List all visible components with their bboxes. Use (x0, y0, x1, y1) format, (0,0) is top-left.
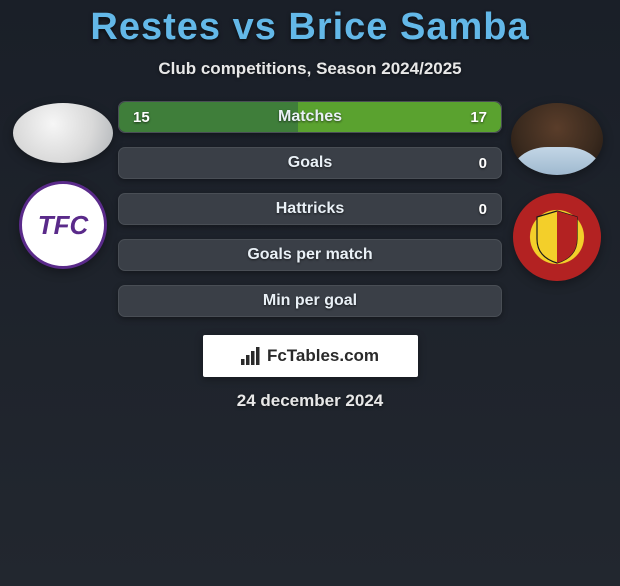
stat-value-right: 0 (479, 155, 487, 172)
right-club-crest (513, 193, 601, 281)
stat-bar: Hattricks0 (118, 193, 502, 225)
site-logo: FcTables.com (203, 335, 418, 377)
left-club-crest: TFC (19, 181, 107, 269)
stat-bar: 15Matches17 (118, 101, 502, 133)
left-club-text: TFC (38, 210, 89, 241)
left-player-avatar (13, 103, 113, 163)
stat-label: Goals per match (119, 246, 501, 264)
stat-bars: 15Matches17Goals0Hattricks0Goals per mat… (118, 93, 502, 317)
chart-bars-icon (241, 347, 263, 365)
stats-region: TFC 15Matches17Goals0Hattricks0Goals per… (0, 93, 620, 317)
stat-bar: Min per goal (118, 285, 502, 317)
stat-bar: Goals0 (118, 147, 502, 179)
right-club-shield-icon (533, 209, 581, 265)
stat-label: Hattricks (119, 200, 501, 218)
stat-bar: Goals per match (118, 239, 502, 271)
site-logo-text: FcTables.com (267, 346, 379, 366)
page-title: Restes vs Brice Samba (0, 6, 620, 49)
right-player-col (502, 93, 612, 281)
subtitle: Club competitions, Season 2024/2025 (0, 59, 620, 79)
stat-value-right: 0 (479, 201, 487, 218)
right-player-avatar (511, 103, 603, 175)
stat-label: Min per goal (119, 292, 501, 310)
left-player-col: TFC (8, 93, 118, 269)
footer-date: 24 december 2024 (0, 391, 620, 411)
stat-value-right: 17 (470, 109, 487, 126)
stat-label: Goals (119, 154, 501, 172)
stat-value-left: 15 (133, 109, 150, 126)
